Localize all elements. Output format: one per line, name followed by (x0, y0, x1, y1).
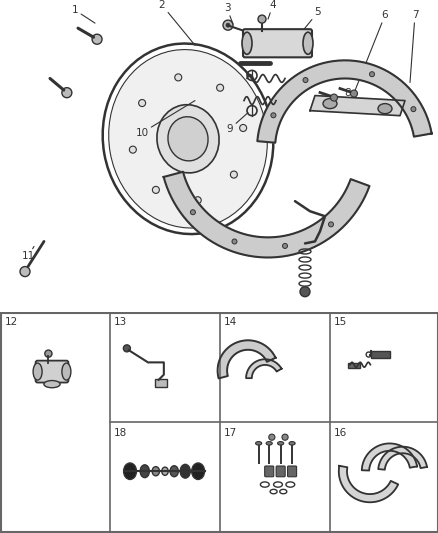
Circle shape (282, 244, 287, 248)
Text: 15: 15 (333, 317, 346, 327)
Polygon shape (163, 172, 369, 257)
Polygon shape (378, 447, 426, 470)
Circle shape (138, 100, 145, 107)
Ellipse shape (168, 117, 208, 161)
Ellipse shape (140, 465, 149, 478)
Polygon shape (217, 340, 275, 378)
Ellipse shape (152, 467, 159, 476)
Text: 13: 13 (114, 317, 127, 327)
Ellipse shape (255, 441, 261, 445)
Ellipse shape (322, 99, 336, 109)
Circle shape (129, 146, 136, 153)
Circle shape (299, 287, 309, 297)
Ellipse shape (277, 441, 283, 445)
Polygon shape (246, 359, 281, 378)
Circle shape (258, 15, 265, 23)
Bar (155, 379, 167, 387)
Circle shape (369, 71, 374, 77)
Text: 12: 12 (5, 317, 18, 327)
Circle shape (226, 23, 230, 27)
Ellipse shape (191, 463, 204, 480)
Ellipse shape (162, 467, 168, 475)
Text: 2: 2 (158, 0, 194, 45)
Circle shape (62, 87, 72, 98)
Text: 4: 4 (267, 0, 276, 19)
Bar (371, 351, 389, 358)
Ellipse shape (109, 50, 267, 228)
Ellipse shape (170, 466, 178, 477)
Polygon shape (309, 95, 404, 116)
Ellipse shape (124, 463, 136, 480)
Polygon shape (338, 466, 397, 502)
FancyBboxPatch shape (264, 466, 273, 477)
Circle shape (330, 94, 337, 101)
Text: 17: 17 (223, 429, 237, 438)
Polygon shape (361, 443, 416, 471)
Circle shape (410, 107, 415, 111)
Circle shape (281, 434, 287, 440)
Circle shape (190, 209, 195, 215)
Circle shape (123, 345, 130, 352)
Circle shape (302, 77, 307, 83)
Text: 8: 8 (344, 87, 359, 103)
FancyBboxPatch shape (243, 29, 311, 58)
Ellipse shape (288, 441, 294, 445)
Text: 16: 16 (333, 429, 346, 438)
Circle shape (223, 20, 233, 30)
Text: 3: 3 (223, 3, 233, 24)
Polygon shape (257, 60, 431, 143)
Text: 5: 5 (294, 7, 321, 40)
Text: 1: 1 (71, 5, 95, 23)
Circle shape (20, 266, 30, 277)
Text: 18: 18 (114, 429, 127, 438)
Ellipse shape (377, 103, 391, 114)
Ellipse shape (302, 32, 312, 54)
Circle shape (152, 187, 159, 193)
Ellipse shape (33, 363, 42, 380)
Circle shape (270, 113, 275, 118)
Circle shape (216, 84, 223, 91)
Text: 9: 9 (226, 112, 247, 134)
Circle shape (194, 197, 201, 204)
Text: 14: 14 (223, 317, 237, 327)
Text: 6: 6 (354, 10, 388, 91)
Ellipse shape (156, 104, 219, 173)
Ellipse shape (265, 441, 272, 445)
FancyBboxPatch shape (287, 466, 296, 477)
FancyBboxPatch shape (276, 466, 285, 477)
Ellipse shape (180, 464, 190, 478)
Circle shape (92, 34, 102, 44)
Circle shape (174, 74, 181, 81)
Ellipse shape (241, 32, 251, 54)
Ellipse shape (44, 381, 60, 387)
FancyBboxPatch shape (35, 361, 68, 383)
Circle shape (231, 239, 237, 244)
Text: 7: 7 (409, 10, 417, 83)
Circle shape (268, 434, 274, 440)
Circle shape (328, 222, 333, 227)
Circle shape (230, 171, 237, 178)
Bar (347, 363, 360, 368)
Circle shape (239, 124, 246, 132)
Ellipse shape (62, 363, 71, 380)
Circle shape (350, 90, 357, 97)
Text: 11: 11 (21, 246, 35, 262)
Circle shape (45, 350, 52, 357)
Text: 10: 10 (135, 101, 194, 138)
